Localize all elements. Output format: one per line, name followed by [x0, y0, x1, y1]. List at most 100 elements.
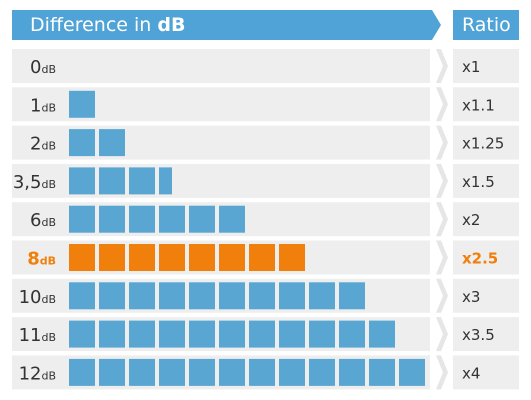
row-label-value: 6 [30, 210, 41, 231]
square [309, 358, 335, 386]
square [219, 282, 245, 310]
row-label-value: 3,5 [13, 172, 42, 193]
header-banner [12, 10, 441, 40]
square [99, 167, 125, 195]
row-9: 12dB x4 [12, 355, 519, 390]
chevron-icon [436, 317, 448, 352]
row-ratio: x2.5 [462, 250, 498, 268]
row-ratio: x3.5 [462, 326, 495, 344]
chevron-icon [436, 49, 448, 83]
square-partial [159, 167, 172, 195]
chevron-icon [436, 125, 448, 160]
row-label-unit: dB [41, 140, 56, 153]
square [219, 205, 245, 233]
square [189, 282, 215, 310]
row-label-value: 10 [19, 287, 42, 308]
ratio-background [453, 240, 519, 275]
square [339, 320, 365, 348]
square [219, 244, 245, 271]
row-label-value: 8 [27, 249, 40, 270]
ratio-background [453, 278, 519, 313]
square [339, 282, 365, 310]
square [249, 282, 275, 310]
square [159, 282, 185, 310]
square [189, 205, 215, 233]
square [99, 320, 125, 348]
row-label: 0dB [30, 57, 56, 78]
row-ratio: x1.1 [462, 96, 495, 114]
chevron-icon [436, 87, 448, 122]
square [189, 358, 215, 386]
ratio-background [453, 87, 519, 122]
row-label: 11dB [19, 325, 56, 346]
square [189, 320, 215, 348]
row-ratio: x1.5 [462, 173, 495, 191]
row-label-unit: dB [41, 293, 56, 306]
square [309, 282, 335, 310]
square [99, 358, 125, 386]
header-title-prefix: Difference in [30, 14, 157, 36]
header-title-unit: dB [157, 14, 185, 36]
square [189, 244, 215, 271]
square [69, 320, 95, 348]
square [99, 205, 125, 233]
square [69, 90, 95, 118]
square [279, 320, 305, 348]
row-ratio: x4 [462, 364, 480, 382]
square [369, 358, 395, 386]
row-label-unit: dB [41, 101, 56, 114]
chevron-icon [436, 355, 448, 390]
square [99, 244, 125, 271]
square [129, 167, 155, 195]
row-ratio: x1.25 [462, 135, 504, 153]
row-ratio: x3 [462, 288, 480, 306]
ratio-header-box [453, 10, 519, 40]
row-label-value: 2 [30, 134, 41, 155]
row-label: 2dB [30, 134, 56, 155]
row-label-value: 0 [30, 57, 41, 78]
square [249, 358, 275, 386]
square [129, 320, 155, 348]
square [129, 205, 155, 233]
ratio-background [453, 202, 519, 237]
square [279, 244, 305, 271]
row-label-value: 1 [30, 95, 41, 116]
square [99, 282, 125, 310]
row-label: 3,5dB [13, 172, 56, 193]
row-label-unit: dB [40, 255, 56, 268]
ratio-background [453, 163, 519, 198]
row-6: 8dB x2.5 [12, 240, 519, 275]
square [249, 320, 275, 348]
square [279, 358, 305, 386]
row-3: 2dB x1.25 [12, 125, 519, 160]
square [69, 129, 95, 157]
square [309, 320, 335, 348]
square [99, 129, 125, 157]
square [339, 358, 365, 386]
square [69, 244, 95, 271]
square [129, 358, 155, 386]
chevron-icon [436, 163, 448, 198]
row-label-value: 12 [19, 363, 42, 384]
header-title: Difference in dB [30, 14, 185, 36]
row-label: 8dB [27, 249, 56, 270]
row-label-unit: dB [41, 63, 56, 76]
ratio-background [453, 317, 519, 352]
ratio-header-label: Ratio [462, 14, 511, 36]
row-2: 1dB x1.1 [12, 87, 519, 122]
row-label-value: 11 [19, 325, 42, 346]
row-label: 6dB [30, 210, 56, 231]
row-8: 11dB x3.5 [12, 317, 519, 352]
chevron-icon [436, 202, 448, 237]
square [159, 205, 185, 233]
square [69, 205, 95, 233]
row-ratio: x2 [462, 211, 480, 229]
square [129, 244, 155, 271]
ratio-background [453, 125, 519, 160]
row-ratio: x1 [462, 58, 480, 76]
square [159, 244, 185, 271]
square [69, 167, 95, 195]
square [159, 358, 185, 386]
